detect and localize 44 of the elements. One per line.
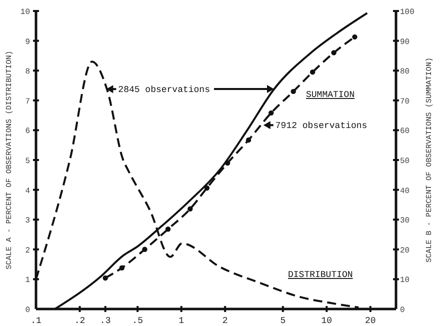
annotation: 7912 observations	[275, 121, 368, 132]
y2-tick-label: 10	[400, 276, 410, 286]
x-tick-label: .1	[30, 316, 42, 326]
y2-tick-label: 20	[400, 246, 410, 256]
point	[310, 69, 316, 75]
x-tick-label: 2	[222, 316, 228, 326]
y2-tick-label: 80	[400, 68, 410, 77]
x-tick-label: 10	[321, 316, 332, 326]
x-tick-label: 5	[280, 316, 286, 326]
annotation: SUMMATION	[306, 90, 355, 100]
y-tick-label: 7	[25, 97, 30, 106]
y-tick-label: 4	[25, 186, 30, 196]
y2-tick-label: 50	[400, 157, 410, 166]
point	[142, 246, 148, 252]
y2-tick-label: 0	[400, 306, 405, 315]
x-tick-label: .3	[100, 316, 111, 326]
point	[268, 110, 274, 116]
annotation: 2845 observations	[118, 85, 210, 96]
y-tick-label: 2	[25, 246, 30, 256]
y2-tick-label: 90	[400, 38, 410, 47]
x-tick-label: 20	[365, 316, 376, 326]
y-tick-label: 5	[25, 157, 30, 166]
x-tick-label: .2	[74, 316, 86, 326]
y-tick-label: 0	[25, 306, 30, 315]
y2-tick-label: 100	[400, 8, 415, 17]
x-tick-label: .5	[132, 316, 143, 326]
point	[246, 137, 252, 143]
point	[331, 50, 336, 56]
y2-tick-label: 40	[400, 186, 410, 196]
x-tick-label: 1	[178, 316, 184, 326]
y-tick-label: 8	[25, 68, 30, 77]
point	[352, 34, 358, 40]
y-tick-label: 1	[25, 276, 30, 286]
y-tick-label: 3	[25, 216, 30, 226]
y-tick-label: 9	[25, 38, 30, 47]
y-tick-label: 10	[20, 8, 30, 17]
point	[119, 265, 124, 270]
y2-tick-label: 60	[400, 127, 410, 136]
y2-tick-label: 70	[400, 97, 410, 106]
y-tick-label: 6	[25, 127, 30, 136]
point	[204, 185, 210, 191]
annotation: DISTRIBUTION	[288, 270, 353, 280]
point	[224, 160, 230, 166]
y2-tick-label: 30	[400, 216, 410, 226]
